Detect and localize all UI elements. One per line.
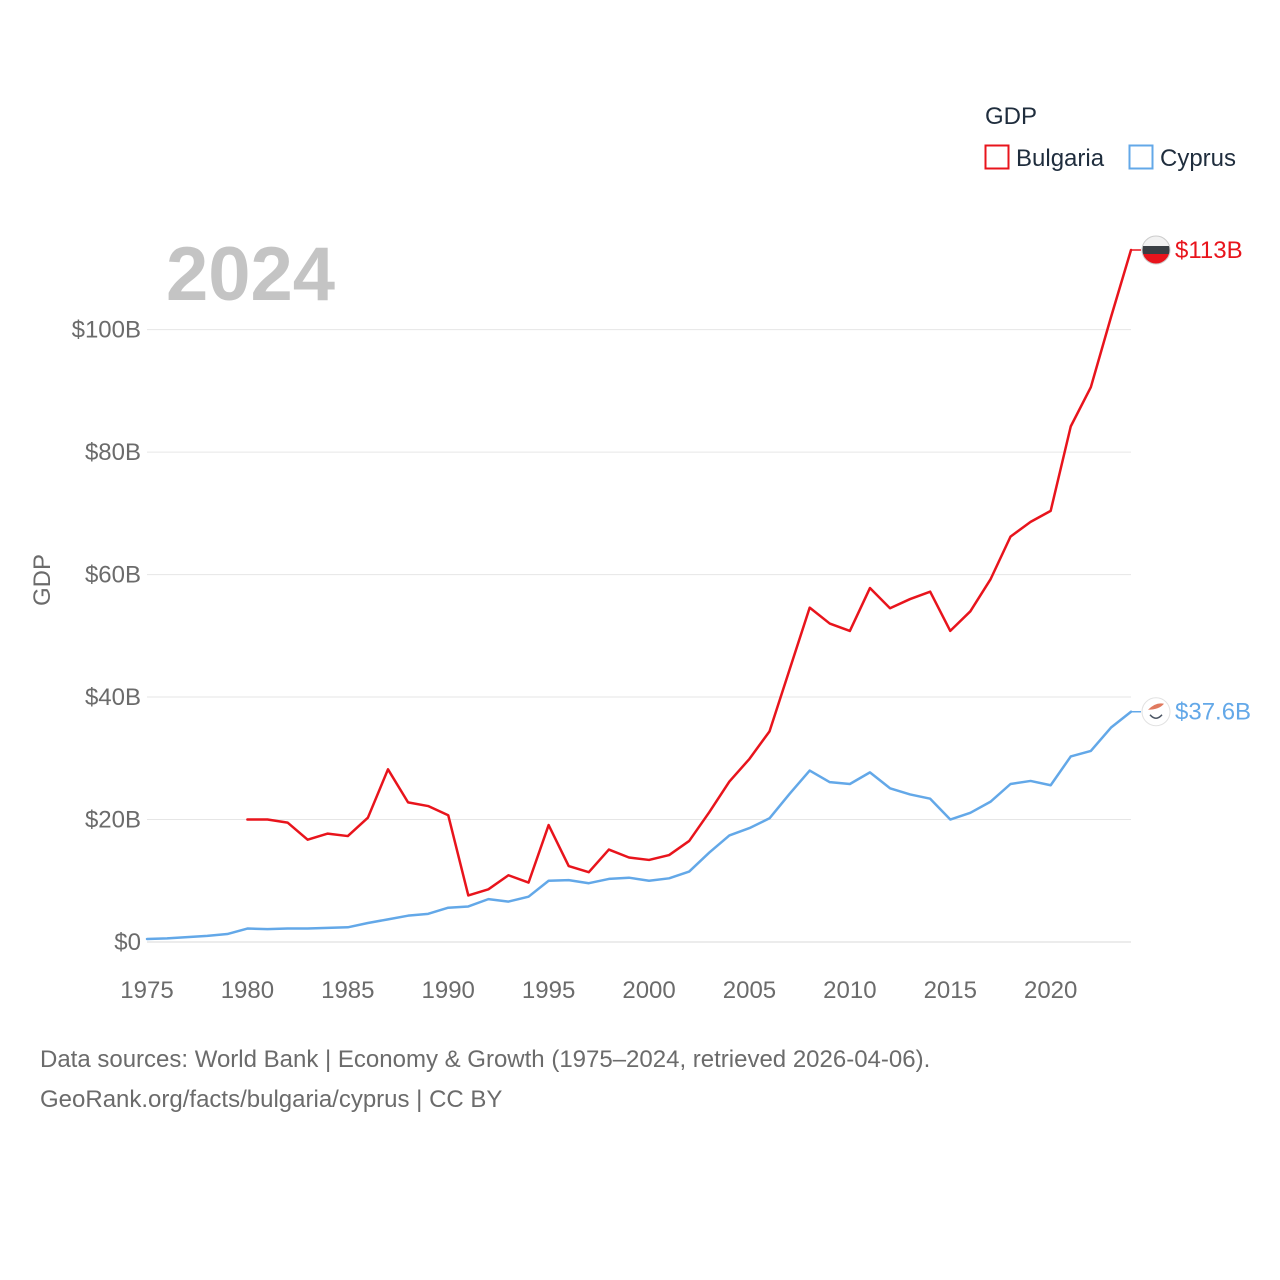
series-line-cyprus[interactable] <box>145 710 1133 941</box>
x-tick-label: 1980 <box>221 977 274 1004</box>
x-tick-label: 1975 <box>120 977 173 1004</box>
end-value-label-cyprus: $37.6B <box>1175 699 1251 726</box>
y-tick-label: $100B <box>72 317 141 344</box>
end-value-label-bulgaria: $113B <box>1175 237 1243 264</box>
series-line-bulgaria[interactable] <box>246 248 1133 897</box>
x-tick-label: 1985 <box>321 977 374 1004</box>
x-tick-label: 2010 <box>823 977 876 1004</box>
y-axis-ticks: $0 $20B $40B $60B $80B $100B <box>72 317 141 956</box>
legend-title: GDP <box>985 103 1037 130</box>
y-tick-label: $20B <box>85 807 141 834</box>
year-label: 2024 <box>166 232 335 317</box>
x-tick-label: 2020 <box>1024 977 1077 1004</box>
flag-icon-cyprus <box>1141 697 1171 727</box>
x-tick-label: 2000 <box>622 977 675 1004</box>
legend-label-cyprus: Cyprus <box>1160 145 1236 172</box>
footer: Data sources: World Bank | Economy & Gro… <box>40 1040 930 1120</box>
flag-icon-bulgaria <box>1141 235 1171 265</box>
grid-lines <box>147 329 1131 943</box>
y-tick-label: $60B <box>85 562 141 589</box>
y-tick-label: $40B <box>85 684 141 711</box>
x-tick-label: 1990 <box>422 977 475 1004</box>
footer-link[interactable]: GeoRank.org/facts/bulgaria/cyprus | CC B… <box>40 1086 503 1113</box>
y-axis-title: GDP <box>29 554 56 606</box>
legend-item-cyprus[interactable]: Cyprus <box>1128 144 1237 172</box>
y-tick-label: $80B <box>85 439 141 466</box>
x-tick-label: 2015 <box>924 977 977 1004</box>
x-tick-label: 1995 <box>522 977 575 1004</box>
legend-swatch-cyprus <box>1128 144 1154 170</box>
footer-sources: Data sources: World Bank | Economy & Gro… <box>40 1046 931 1073</box>
y-tick-label: $0 <box>114 929 141 956</box>
series-end-markers: $113B $37.6B <box>1131 235 1251 727</box>
legend-swatch-bulgaria <box>984 144 1010 170</box>
legend-label-bulgaria: Bulgaria <box>1016 145 1105 172</box>
x-tick-label: 2005 <box>723 977 776 1004</box>
x-axis-ticks: 1975 1980 1985 1990 1995 2000 2005 2010 2015 2020 <box>120 977 1077 1004</box>
legend-item-bulgaria[interactable]: Bulgaria <box>984 144 1105 172</box>
series-lines <box>145 248 1133 941</box>
